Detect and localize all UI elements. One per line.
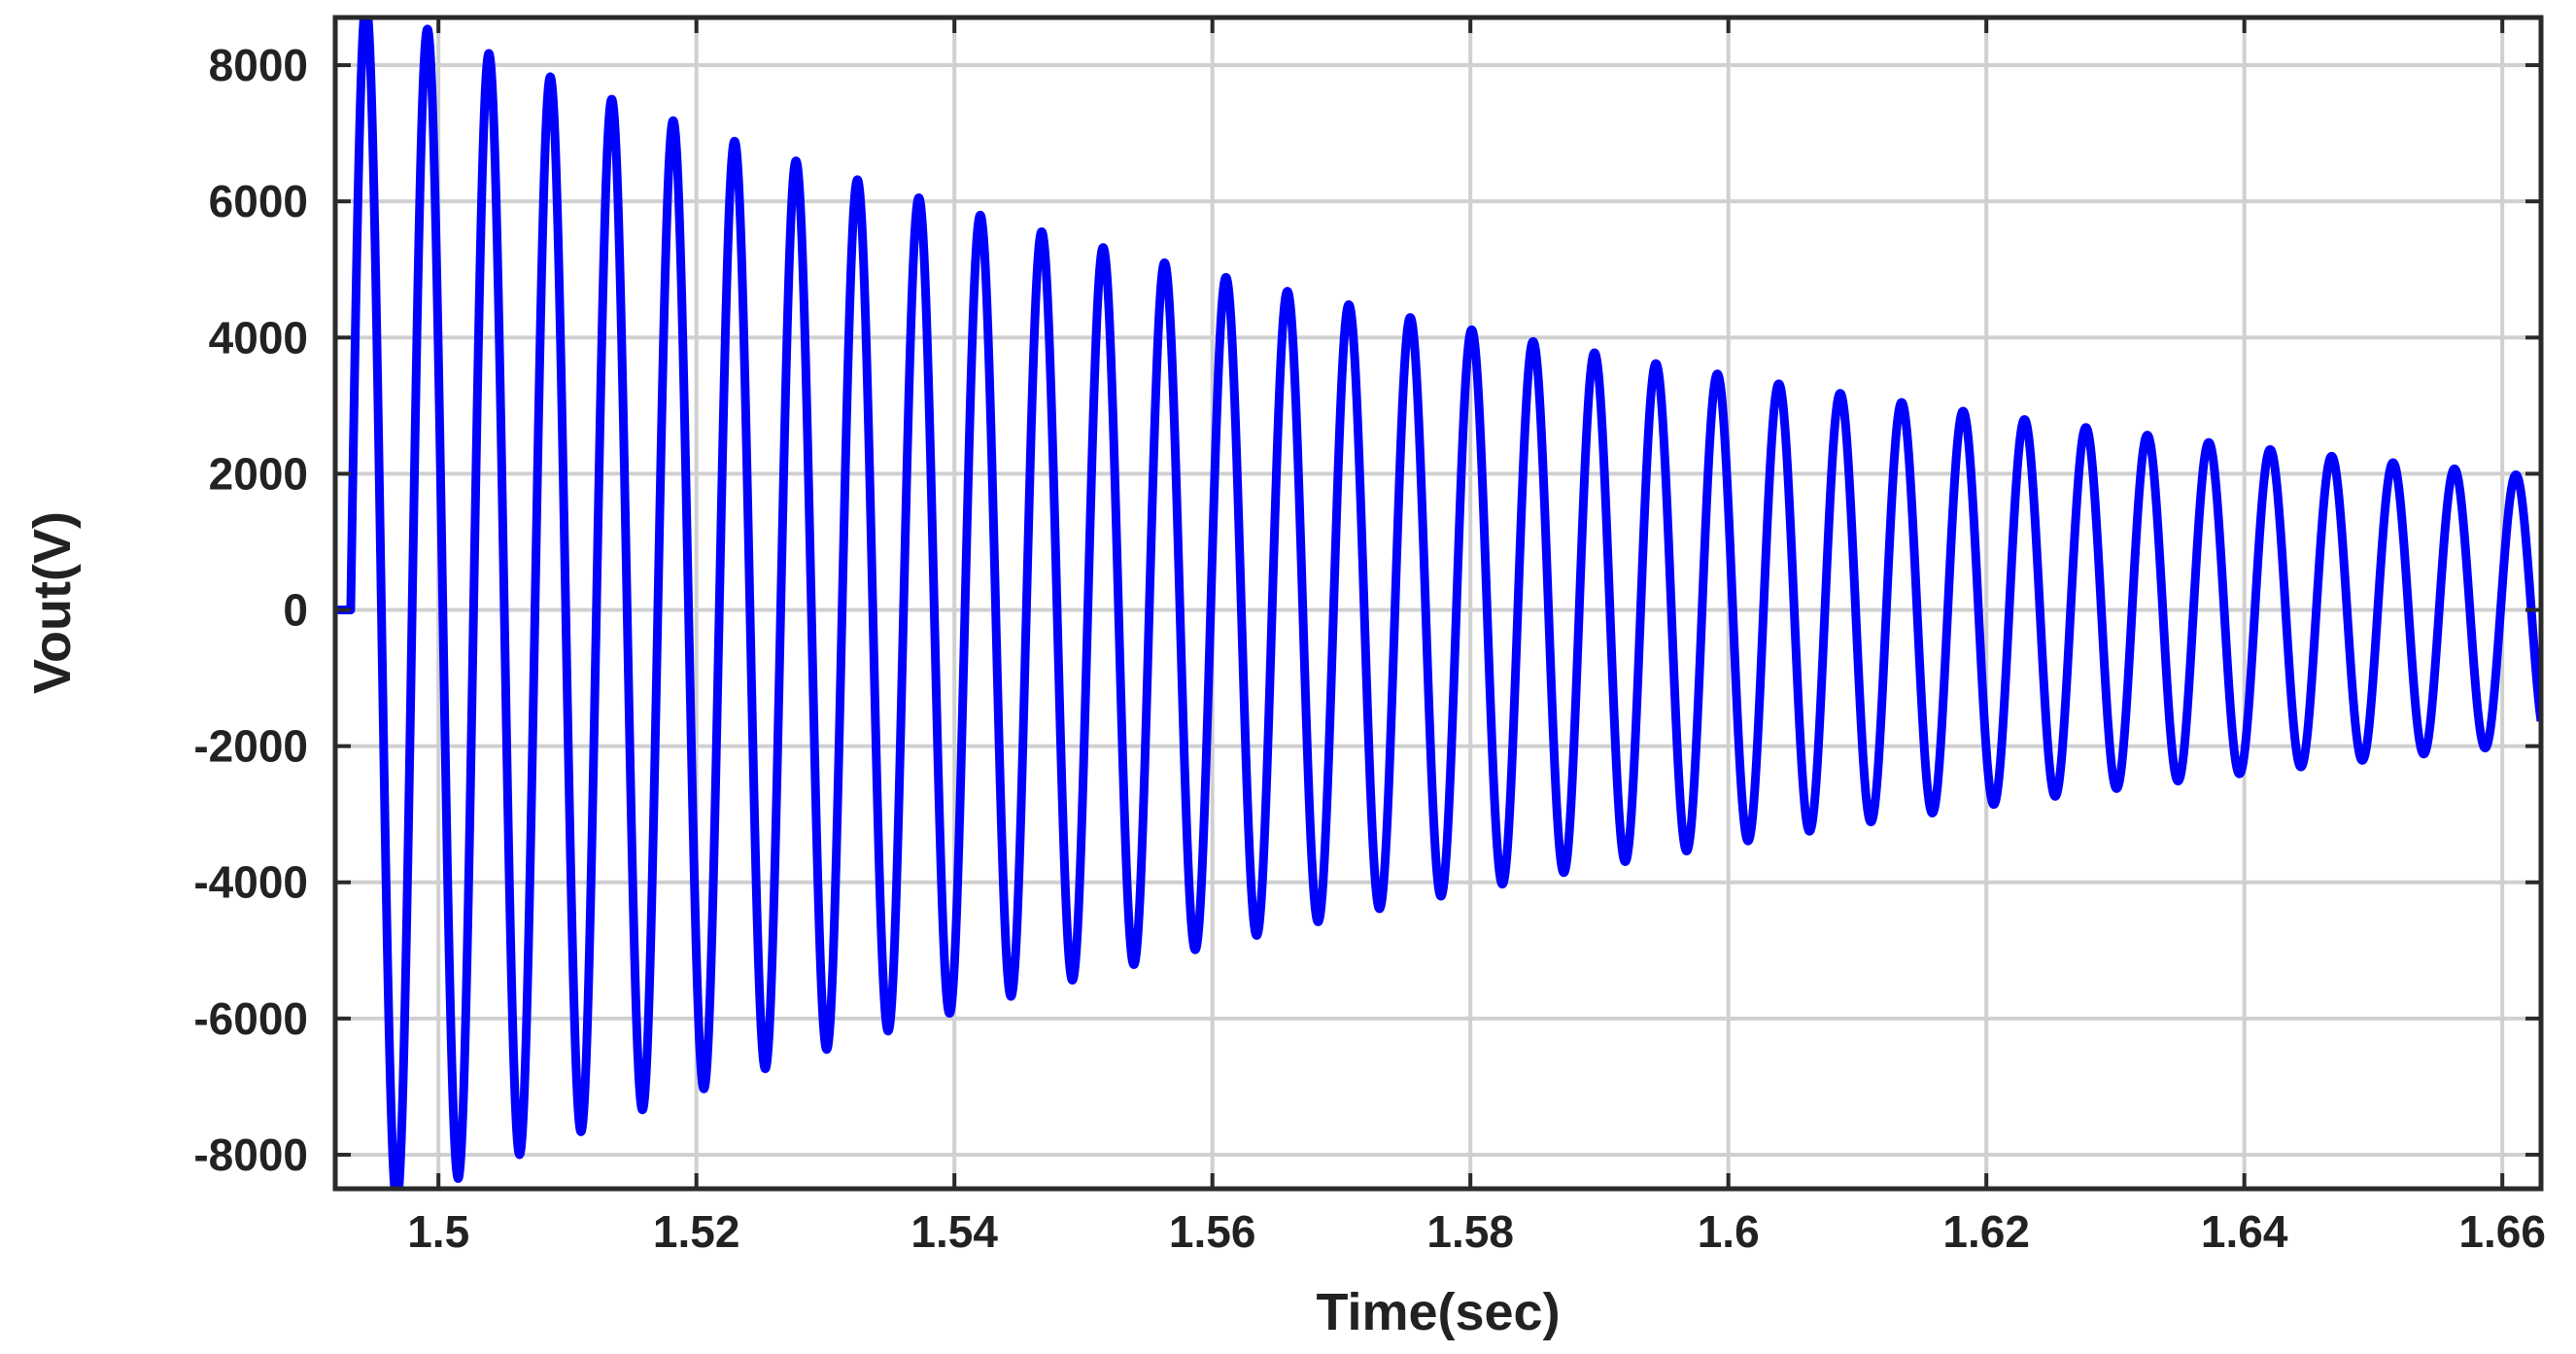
y-tick-label: 0 — [283, 585, 308, 636]
series-line — [335, 17, 2541, 1189]
y-tick-label: -8000 — [193, 1129, 308, 1180]
x-axis-label: Time(sec) — [1316, 1283, 1560, 1341]
y-tick-label: -6000 — [193, 993, 308, 1044]
y-axis-label: Vout(V) — [23, 511, 82, 694]
x-tick-label: 1.58 — [1426, 1206, 1514, 1257]
y-tick-label: 6000 — [209, 176, 308, 226]
y-tick-label: 4000 — [209, 312, 308, 363]
y-tick-label: 8000 — [209, 40, 308, 90]
x-tick-label: 1.64 — [2201, 1206, 2288, 1257]
x-tick-label: 1.52 — [653, 1206, 740, 1257]
y-tick-label: -2000 — [193, 721, 308, 772]
x-tick-label: 1.6 — [1698, 1206, 1760, 1257]
x-tick-label: 1.62 — [1942, 1206, 2030, 1257]
y-tick-label: -4000 — [193, 857, 308, 908]
axis-ticks: 1.5 1.52 1.54 1.56 1.58 1.6 1.62 1.64 1.66 -8000 -… — [193, 17, 2546, 1257]
x-tick-label: 1.66 — [2458, 1206, 2546, 1257]
plot-frame — [332, 15, 2544, 1192]
series-layer — [335, 17, 2541, 1189]
y-tick-label: 2000 — [209, 448, 308, 499]
grid-lines — [335, 17, 2541, 1189]
x-tick-label: 1.54 — [910, 1206, 998, 1257]
plot-background — [335, 17, 2541, 1189]
x-tick-label: 1.56 — [1169, 1206, 1256, 1257]
x-tick-label: 1.5 — [407, 1206, 469, 1257]
